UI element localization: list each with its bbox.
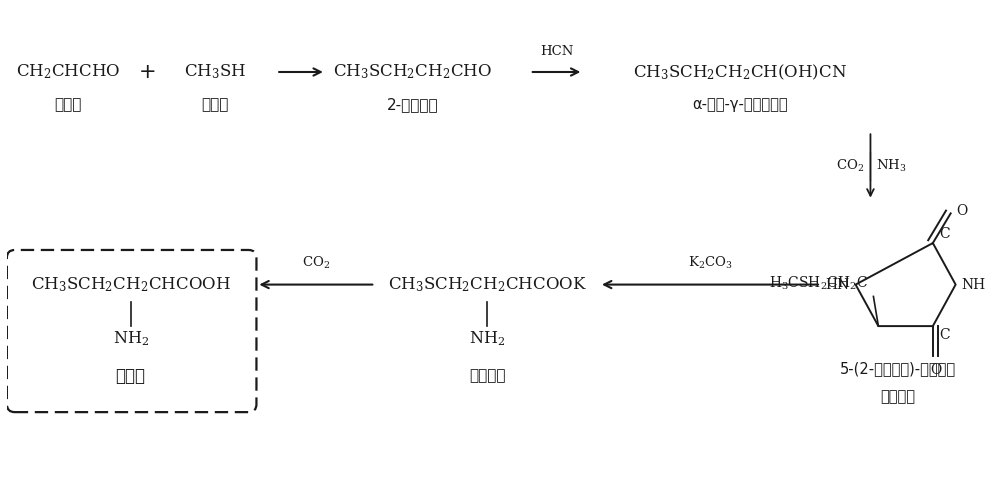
Text: $\mathregular{NH_2}$: $\mathregular{NH_2}$ (469, 330, 505, 348)
Text: 蛋氨酸钾: 蛋氨酸钾 (469, 368, 505, 383)
Text: 5-(2-甲硫乙基)-乙内酰脲: 5-(2-甲硫乙基)-乙内酰脲 (840, 361, 956, 376)
Text: 蛋氨酸: 蛋氨酸 (116, 366, 146, 385)
Text: $\mathregular{NH_3}$: $\mathregular{NH_3}$ (876, 158, 907, 174)
Text: $\mathregular{CH_3SCH_2CH_2CHCOOK}$: $\mathregular{CH_3SCH_2CH_2CHCOOK}$ (388, 275, 587, 294)
Text: $\mathregular{CO_2}$: $\mathregular{CO_2}$ (302, 254, 330, 271)
Text: $\mathregular{K_2CO_3}$: $\mathregular{K_2CO_3}$ (688, 254, 732, 271)
Text: （海因）: （海因） (881, 389, 916, 404)
Text: +: + (139, 62, 156, 82)
Text: HN: HN (826, 278, 850, 292)
Text: 丙烯醛: 丙烯醛 (55, 97, 82, 112)
Text: HCN: HCN (540, 45, 573, 58)
Text: $\mathregular{H_3CSH_2CH_2C}$: $\mathregular{H_3CSH_2CH_2C}$ (769, 274, 868, 292)
Text: 2-甲硫丙醛: 2-甲硫丙醛 (387, 97, 439, 112)
Text: $\mathregular{CH_2CHCHO}$: $\mathregular{CH_2CHCHO}$ (16, 63, 120, 81)
Text: $\mathregular{CH_3SCH_2CH_2CHCOOH}$: $\mathregular{CH_3SCH_2CH_2CHCOOH}$ (31, 275, 231, 294)
Text: 甲硫醇: 甲硫醇 (201, 97, 229, 112)
Text: $\mathregular{CH_3SH}$: $\mathregular{CH_3SH}$ (184, 63, 246, 81)
Text: $\mathregular{NH_2}$: $\mathregular{NH_2}$ (113, 330, 149, 348)
Text: $\mathregular{CH_3SCH_2CH_2CH(OH)CN}$: $\mathregular{CH_3SCH_2CH_2CH(OH)CN}$ (633, 62, 847, 82)
Text: O: O (930, 363, 941, 377)
Text: C: C (939, 328, 949, 342)
Text: $\mathregular{CH_3SCH_2CH_2CHO}$: $\mathregular{CH_3SCH_2CH_2CHO}$ (333, 63, 492, 81)
Text: C: C (939, 227, 949, 241)
Text: α-羟基-γ-甲硫基丁腈: α-羟基-γ-甲硫基丁腈 (692, 97, 788, 112)
Text: O: O (957, 204, 968, 218)
Text: NH: NH (962, 278, 986, 292)
Text: $\mathregular{CO_2}$: $\mathregular{CO_2}$ (836, 158, 865, 174)
